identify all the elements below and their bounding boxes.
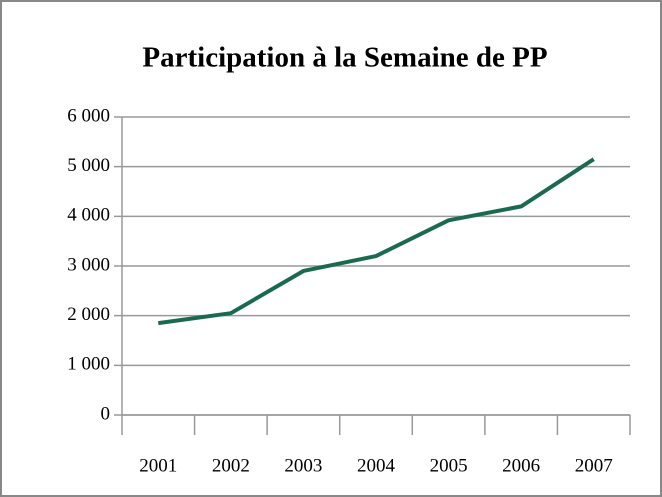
x-tick-label: 2002 xyxy=(212,455,250,476)
y-tick-label: 5 000 xyxy=(67,155,110,176)
x-tick-label: 2003 xyxy=(284,455,322,476)
x-tick-label: 2001 xyxy=(139,455,177,476)
y-tick-label: 3 000 xyxy=(67,254,110,275)
x-tick-label: 2006 xyxy=(502,455,540,476)
line-series xyxy=(158,157,595,326)
chart-title: Participation à la Semaine de PP xyxy=(142,42,547,74)
x-tick-label: 2004 xyxy=(357,455,396,476)
y-tick-label: 1 000 xyxy=(67,354,110,375)
y-tick-label: 6 000 xyxy=(67,105,110,126)
y-tick-label: 0 xyxy=(101,403,111,424)
y-tick-label: 2 000 xyxy=(67,304,110,325)
x-tick-label: 2005 xyxy=(430,455,468,476)
y-tick-label: 4 000 xyxy=(67,205,110,226)
x-tick-label: 2007 xyxy=(575,455,613,476)
